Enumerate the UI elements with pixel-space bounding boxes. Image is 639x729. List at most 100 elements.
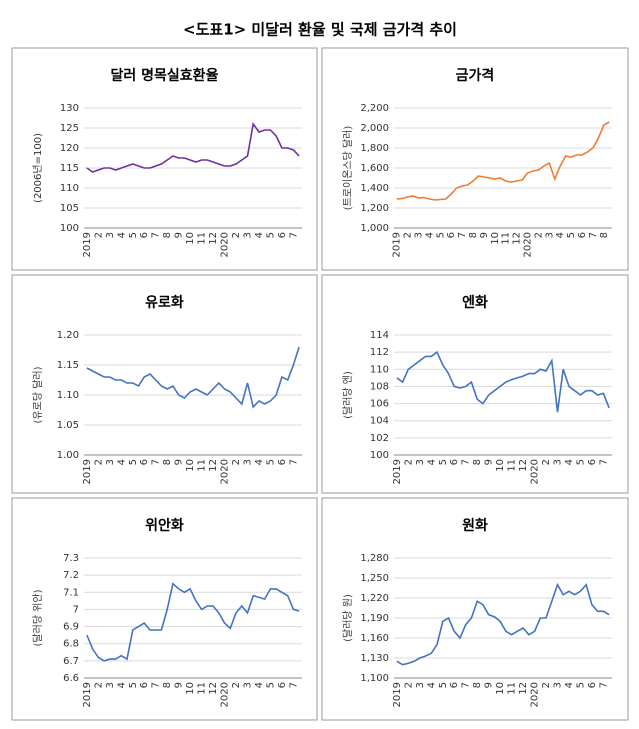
data-line [86, 346, 300, 409]
y-tick-label: 2,200 [360, 103, 389, 114]
chart-title: 위안화 [145, 517, 184, 534]
x-tick-label: 2020 [220, 232, 231, 257]
x-tick-label: 7 [288, 232, 299, 238]
x-tick-label: 2 [93, 459, 104, 465]
x-tick-label: 5 [575, 682, 586, 688]
data-line [86, 582, 300, 662]
y-tick-label: 7.1 [63, 587, 79, 598]
y-tick-label: 1,800 [360, 143, 389, 154]
x-tick-label: 10 [495, 459, 506, 472]
x-tick-label: 4 [564, 682, 575, 688]
x-tick-label: 4 [426, 459, 437, 465]
y-axis-label: (유로당 달러) [32, 366, 44, 423]
x-tick-label: 5 [128, 682, 139, 688]
panel [11, 47, 318, 271]
chart-title: 유로화 [145, 295, 184, 311]
y-tick-label: 6.9 [63, 622, 79, 633]
x-tick-label: 6 [277, 232, 288, 238]
x-tick-label: 2 [231, 232, 242, 238]
x-tick-label: 6 [139, 682, 150, 688]
y-tick-label: 112 [370, 347, 389, 358]
y-tick-label: 1.20 [57, 330, 79, 341]
x-tick-label: 6 [449, 459, 460, 465]
x-tick-label: 2 [231, 682, 242, 688]
x-tick-label: 3 [415, 459, 426, 465]
x-tick-label: 3 [414, 232, 425, 238]
x-tick-label: 3 [105, 232, 116, 238]
x-tick-label: 7 [151, 459, 162, 465]
x-tick-label: 8 [472, 459, 483, 465]
x-tick-label: 2020 [220, 682, 231, 707]
y-axis-label: (달러당 위안) [31, 589, 44, 646]
y-tick-label: 130 [60, 103, 79, 114]
x-tick-label: 10 [185, 682, 196, 695]
x-tick-label: 5 [265, 232, 276, 238]
chart-title: 금가격 [456, 67, 495, 84]
y-tick-label: 7.2 [63, 570, 79, 581]
x-tick-label: 2020 [523, 232, 534, 257]
x-tick-label: 7 [461, 682, 472, 688]
y-tick-label: 1,200 [360, 203, 389, 214]
y-tick-label: 1,280 [360, 553, 389, 564]
x-tick-label: 6 [449, 682, 460, 688]
x-tick-label: 11 [507, 682, 518, 695]
x-tick-label: 2 [93, 232, 104, 238]
y-tick-label: 1,190 [360, 613, 389, 624]
x-tick-label: 3 [243, 232, 254, 238]
x-tick-label: 2019 [82, 232, 93, 257]
x-tick-label: 2019 [82, 682, 93, 707]
y-tick-label: 100 [60, 223, 79, 234]
y-tick-label: 114 [370, 330, 389, 341]
x-tick-label: 6 [577, 232, 588, 238]
y-tick-label: 1,130 [360, 653, 389, 664]
x-tick-label: 3 [105, 682, 116, 688]
x-tick-label: 4 [116, 459, 127, 465]
x-tick-label: 6 [587, 682, 598, 688]
x-tick-label: 12 [518, 459, 529, 472]
figure-title: <도표1> 미달러 환율 및 국제 금가격 추이 [183, 21, 457, 39]
x-tick-label: 8 [162, 232, 173, 238]
x-tick-label: 4 [424, 232, 435, 238]
x-tick-label: 9 [174, 232, 185, 238]
x-tick-label: 2019 [392, 232, 403, 257]
x-tick-label: 8 [162, 459, 173, 465]
x-tick-label: 8 [599, 232, 610, 238]
x-tick-label: 3 [415, 682, 426, 688]
x-tick-label: 2 [93, 682, 104, 688]
x-tick-label: 8 [472, 682, 483, 688]
x-tick-label: 4 [116, 232, 127, 238]
data-line [396, 582, 610, 666]
x-tick-label: 5 [566, 232, 577, 238]
x-tick-label: 6 [139, 232, 150, 238]
y-tick-label: 108 [370, 381, 389, 392]
x-tick-label: 11 [197, 232, 208, 245]
x-tick-label: 11 [197, 682, 208, 695]
y-tick-label: 110 [370, 364, 389, 375]
x-tick-label: 7 [598, 682, 609, 688]
x-tick-label: 5 [128, 232, 139, 238]
x-tick-label: 5 [265, 682, 276, 688]
y-tick-label: 7 [73, 604, 79, 615]
y-tick-label: 1,250 [360, 573, 389, 584]
x-tick-label: 2 [231, 459, 242, 465]
y-tick-label: 106 [370, 399, 389, 410]
y-tick-label: 1.10 [57, 390, 79, 401]
x-tick-label: 9 [484, 459, 495, 465]
x-tick-label: 11 [197, 459, 208, 472]
x-tick-label: 12 [512, 232, 523, 245]
x-tick-label: 6 [446, 232, 457, 238]
x-tick-label: 2019 [392, 459, 403, 484]
y-tick-label: 1.00 [57, 450, 79, 461]
y-tick-label: 1,220 [360, 593, 389, 604]
y-tick-label: 1,160 [360, 633, 389, 644]
chart-title: 엔화 [462, 294, 488, 311]
x-tick-label: 8 [162, 682, 173, 688]
x-tick-label: 4 [426, 682, 437, 688]
x-tick-label: 6 [277, 682, 288, 688]
x-tick-label: 2019 [392, 682, 403, 707]
x-tick-label: 2 [541, 459, 552, 465]
panel [321, 47, 629, 271]
x-tick-label: 6 [139, 459, 150, 465]
x-tick-label: 4 [555, 232, 566, 238]
